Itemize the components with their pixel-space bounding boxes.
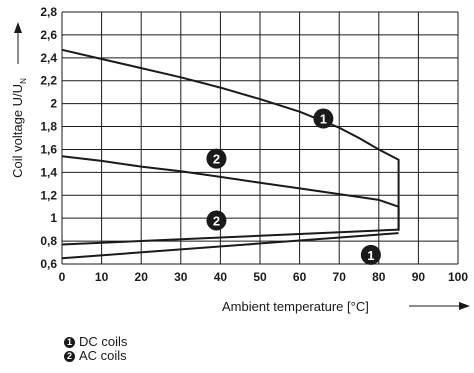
curve-marker-1 (313, 108, 334, 129)
series-1-lower-line (61, 232, 399, 260)
curve-marker-label: 1 (320, 112, 327, 127)
y-tick-label: 2,6 (40, 28, 57, 42)
y-tick-label: 2 (50, 97, 57, 111)
x-tick-label: 100 (448, 270, 468, 284)
curve-marker-label: 2 (213, 213, 220, 228)
y-tick-label: 1,6 (40, 142, 57, 156)
marker-1-icon: 1 (64, 336, 75, 348)
x-tick-label: 70 (333, 270, 347, 284)
series-2-lower-line (61, 228, 399, 246)
legend-item-ac: 2 AC coils (64, 349, 127, 363)
curve-markers: 1 2 2 1 (206, 108, 381, 265)
grid (61, 11, 459, 265)
svg-text:Coil voltage U/UN: Coil voltage U/UN (10, 78, 28, 178)
y-tick-label: 2,4 (40, 51, 57, 65)
curve-marker-1 (360, 244, 381, 265)
curve-marker-2 (206, 148, 227, 169)
y-tick-label: 0,8 (40, 234, 57, 248)
y-tick-label: 1,2 (40, 188, 57, 202)
x-axis-title: Ambient temperature [°C] (222, 299, 369, 314)
curve-marker-label: 2 (213, 152, 220, 167)
legend: 1 DC coils 2 AC coils (64, 335, 127, 363)
y-tick-label: 1,4 (40, 165, 57, 179)
x-tick-label: 50 (253, 270, 267, 284)
y-tick-label: 1 (50, 211, 57, 225)
marker-2-icon: 2 (64, 350, 75, 362)
y-axis-arrow (14, 22, 22, 64)
curve-marker-label: 1 (367, 248, 374, 263)
x-tick-label: 20 (135, 270, 149, 284)
x-tick-label: 60 (293, 270, 307, 284)
y-axis-title: Coil voltage U/UN (10, 78, 28, 178)
tick-labels: 0 10 20 30 40 50 60 70 80 90 100 0,6 0,8 1 1,2 1,4 1,6 1,… (40, 5, 468, 284)
x-tick-label: 0 (59, 270, 66, 284)
x-tick-label: 80 (372, 270, 386, 284)
y-tick-label: 2,8 (40, 5, 57, 19)
legend-item-dc: 1 DC coils (64, 335, 127, 349)
x-tick-label: 40 (214, 270, 228, 284)
series-lines (61, 48, 400, 260)
y-tick-label: 0,6 (40, 257, 57, 271)
x-tick-label: 30 (174, 270, 188, 284)
x-tick-label: 90 (412, 270, 426, 284)
y-tick-label: 2,2 (40, 74, 57, 88)
x-tick-label: 10 (95, 270, 109, 284)
legend-label-ac: AC coils (79, 348, 127, 363)
x-axis-arrow (409, 302, 470, 310)
series-1-upper-line (61, 48, 400, 231)
series-2-upper-line (61, 155, 400, 230)
y-tick-label: 1,8 (40, 120, 57, 134)
curve-marker-2 (206, 210, 227, 231)
legend-label-dc: DC coils (79, 334, 128, 349)
